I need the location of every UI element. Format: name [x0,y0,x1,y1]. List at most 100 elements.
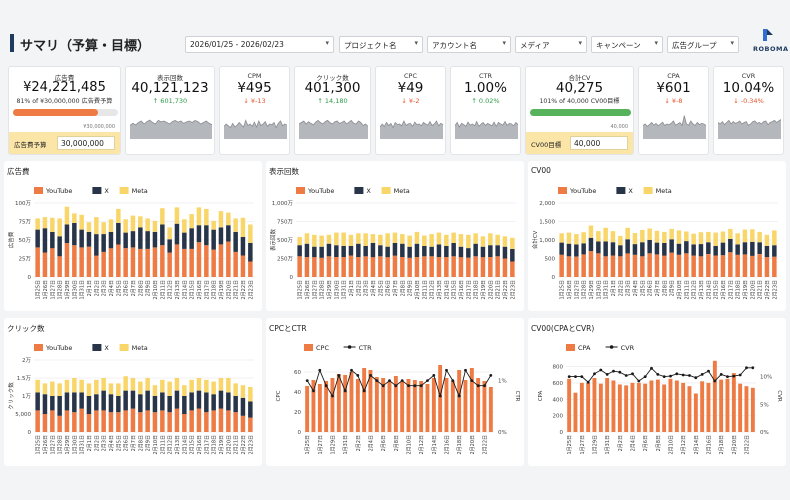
point-ctr[interactable] [375,379,379,382]
bar-youtube[interactable] [370,257,376,277]
bar-cpa[interactable] [573,392,578,432]
bar-youtube[interactable] [662,255,667,278]
bar-cpa[interactable] [643,383,648,432]
bar-meta[interactable] [123,219,128,233]
bar-cpc[interactable] [324,381,329,432]
bar-x[interactable] [240,397,246,416]
bar-youtube[interactable] [101,410,106,432]
bar-meta[interactable] [79,214,84,230]
bar-youtube[interactable] [226,410,231,432]
bar-x[interactable] [742,242,748,255]
bar-x[interactable] [676,243,682,255]
bar-youtube[interactable] [451,256,456,277]
point-cvr[interactable] [643,375,647,378]
bar-youtube[interactable] [684,253,689,277]
point-cvr[interactable] [707,369,710,373]
bar-meta[interactable] [603,227,608,242]
bar-x[interactable] [196,225,202,243]
point-cvr[interactable] [656,373,660,376]
bar-cpc[interactable] [349,372,354,432]
project-filter[interactable]: プロジェクト名 ▾ [339,36,423,53]
bar-x[interactable] [240,237,246,256]
bar-meta[interactable] [414,231,420,244]
bar-cpc[interactable] [343,375,348,432]
bar-youtube[interactable] [581,254,586,277]
bar-meta[interactable] [211,220,216,230]
bar-x[interactable] [211,394,216,411]
bar-x[interactable] [764,245,770,257]
bar-youtube[interactable] [240,255,246,278]
bar-meta[interactable] [370,234,376,243]
bar-youtube[interactable] [42,252,48,277]
point-ctr[interactable] [400,379,404,382]
bar-youtube[interactable] [720,255,726,277]
bar-x[interactable] [218,227,224,245]
point-ctr[interactable] [432,374,436,377]
bar-x[interactable] [297,245,302,257]
bar-meta[interactable] [152,385,158,396]
bar-x[interactable] [182,396,187,414]
bar-x[interactable] [392,243,398,256]
bar-x[interactable] [248,243,253,262]
bar-youtube[interactable] [735,254,740,277]
bar-x[interactable] [50,396,55,411]
bar-cpa[interactable] [649,380,654,433]
bar-cpa[interactable] [738,383,743,432]
bar-youtube[interactable] [618,256,623,277]
bar-x[interactable] [772,245,777,257]
bar-youtube[interactable] [152,247,158,277]
bar-x[interactable] [691,244,696,256]
bar-x[interactable] [108,231,114,249]
bar-meta[interactable] [566,232,572,244]
bar-x[interactable] [400,243,405,257]
bar-x[interactable] [625,239,630,254]
bar-cpc[interactable] [412,380,417,432]
bar-youtube[interactable] [50,410,55,432]
bar-x[interactable] [50,231,55,249]
bar-youtube[interactable] [57,415,62,432]
bar-x[interactable] [750,241,755,256]
bar-meta[interactable] [451,232,456,243]
point-ctr[interactable] [388,379,391,382]
bar-x[interactable] [72,392,77,413]
bar-youtube[interactable] [248,417,253,432]
point-cvr[interactable] [593,372,596,376]
bar-youtube[interactable] [698,256,704,277]
bar-x[interactable] [160,224,165,246]
bar-meta[interactable] [226,212,231,226]
bar-x[interactable] [152,231,158,248]
media-filter[interactable]: メディア ▾ [515,36,587,53]
bar-meta[interactable] [145,218,150,232]
point-cvr[interactable] [605,373,609,376]
bar-meta[interactable] [502,236,508,247]
point-cvr[interactable] [612,369,615,373]
bar-meta[interactable] [378,234,383,246]
bar-youtube[interactable] [248,261,253,278]
bar-cpa[interactable] [636,382,641,432]
bar-youtube[interactable] [510,261,515,278]
ad-group-filter[interactable]: 広告グループ ▾ [667,36,739,53]
bar-youtube[interactable] [304,257,310,277]
bar-x[interactable] [204,225,209,246]
bar-cpa[interactable] [681,382,686,432]
bar-meta[interactable] [385,233,390,247]
bar-x[interactable] [248,401,253,418]
point-cvr[interactable] [719,373,723,376]
bar-meta[interactable] [167,381,172,396]
point-ctr[interactable] [464,368,467,372]
bar-youtube[interactable] [101,251,106,277]
bar-meta[interactable] [108,383,114,395]
bar-cpc[interactable] [419,381,424,432]
point-cvr[interactable] [599,368,603,372]
bar-x[interactable] [429,246,434,257]
bar-meta[interactable] [510,237,515,249]
bar-youtube[interactable] [444,257,449,277]
bar-meta[interactable] [196,378,202,391]
bar-cpa[interactable] [731,373,736,432]
bar-youtube[interactable] [742,254,748,277]
point-ctr[interactable] [305,379,309,382]
bar-youtube[interactable] [64,243,70,277]
bar-meta[interactable] [72,378,77,393]
bar-youtube[interactable] [566,256,572,277]
bar-youtube[interactable] [138,412,143,432]
